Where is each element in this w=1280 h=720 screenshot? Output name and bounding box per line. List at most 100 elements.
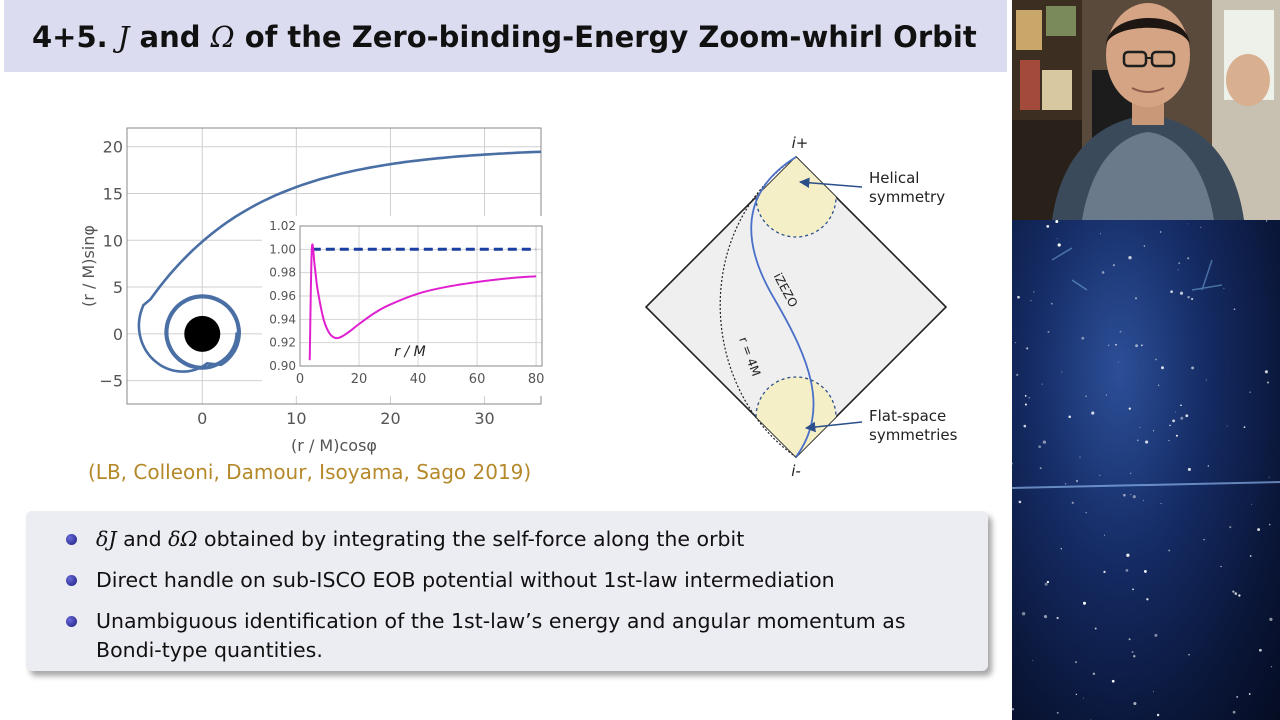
star bbox=[1032, 659, 1034, 662]
bullet-text-1: δJ and δΩ obtained by integrating the se… bbox=[96, 525, 946, 554]
star bbox=[1071, 501, 1074, 504]
bullet-item-3: Unambiguous identification of the 1st-la… bbox=[66, 607, 946, 665]
star bbox=[1188, 654, 1190, 656]
star bbox=[1190, 297, 1194, 301]
orbit-y-ticks: −5 0 5 10 15 20 bbox=[99, 138, 123, 391]
inset-y-tick-label: 1.00 bbox=[269, 242, 296, 256]
star bbox=[1085, 395, 1087, 398]
star bbox=[1107, 344, 1110, 347]
star bbox=[1220, 565, 1222, 568]
helical-label-line2: symmetry bbox=[869, 188, 945, 206]
orbit-plot: 0 10 20 30 −5 0 5 10 15 20 (r / M)cosφ (r / M)si… bbox=[79, 127, 549, 455]
star bbox=[1207, 465, 1209, 467]
star bbox=[1159, 231, 1162, 233]
inset-frame bbox=[299, 225, 543, 367]
orbit-curve bbox=[137, 150, 542, 373]
star bbox=[1012, 462, 1013, 465]
star bbox=[1185, 414, 1189, 418]
citation: (LB, Colleoni, Damour, Isoyama, Sago 201… bbox=[88, 460, 532, 484]
inset-y-tick-label: 0.98 bbox=[269, 266, 296, 280]
delta-omega-symbol: δΩ bbox=[168, 527, 198, 551]
flat-space-arc bbox=[755, 376, 837, 418]
star bbox=[1268, 476, 1270, 478]
star bbox=[1112, 264, 1115, 267]
star bbox=[1016, 373, 1019, 377]
star bbox=[1178, 262, 1181, 265]
helical-arrow bbox=[798, 177, 863, 188]
star bbox=[1041, 383, 1043, 385]
bullet-box: δJ and δΩ obtained by integrating the se… bbox=[26, 511, 988, 671]
star bbox=[1030, 300, 1032, 302]
star bbox=[1111, 679, 1115, 683]
inset-x-tick-label: 40 bbox=[410, 372, 427, 387]
star bbox=[1119, 330, 1122, 333]
star bbox=[1267, 381, 1269, 384]
star bbox=[1170, 290, 1173, 293]
black-hole bbox=[184, 315, 221, 352]
inset-x-tick-label: 20 bbox=[351, 372, 368, 387]
star bbox=[1091, 411, 1095, 415]
star bbox=[1047, 330, 1050, 333]
title-bar: 4+5. J and Ω of the Zero-binding-Energy … bbox=[4, 0, 1007, 72]
star bbox=[1143, 569, 1147, 573]
orbit-y-tick-label: 0 bbox=[113, 325, 123, 344]
star bbox=[1243, 426, 1246, 428]
bullet-item-2: Direct handle on sub-ISCO EOB potential … bbox=[66, 566, 946, 595]
flat-space-label-line2: symmetries bbox=[869, 426, 958, 444]
star bbox=[1061, 371, 1063, 373]
orbit-x-tick-label: 10 bbox=[286, 409, 306, 428]
bullet-dot-icon bbox=[66, 616, 77, 627]
star bbox=[1018, 500, 1022, 504]
orbit-y-tick-label: 15 bbox=[103, 184, 123, 203]
star bbox=[1103, 570, 1106, 574]
star bbox=[1143, 245, 1146, 247]
star bbox=[1044, 582, 1048, 586]
title-and: and bbox=[139, 20, 201, 54]
star bbox=[1021, 612, 1026, 616]
star bbox=[1187, 257, 1190, 260]
helical-arc bbox=[755, 196, 837, 238]
star bbox=[1083, 697, 1084, 699]
star bbox=[1082, 601, 1087, 605]
star bbox=[1145, 440, 1149, 444]
star bbox=[1236, 695, 1239, 698]
star bbox=[1099, 474, 1101, 476]
slide: 4+5. J and Ω of the Zero-binding-Energy … bbox=[4, 0, 1007, 671]
star bbox=[1128, 638, 1131, 641]
star bbox=[1180, 404, 1182, 407]
star bbox=[1079, 456, 1081, 458]
title-symbol-omega: Ω bbox=[210, 20, 235, 54]
star bbox=[1203, 538, 1205, 541]
star bbox=[1024, 395, 1027, 397]
star bbox=[1269, 617, 1273, 622]
title-number: 4+5. bbox=[32, 20, 108, 54]
star bbox=[1056, 238, 1058, 240]
orbit-x-tick-label: 0 bbox=[197, 409, 207, 428]
star bbox=[1046, 225, 1050, 228]
star bbox=[1085, 512, 1087, 514]
space-background bbox=[1012, 220, 1280, 720]
star bbox=[1081, 336, 1085, 340]
title-rest: of the Zero-binding-Energy Zoom-whirl Or… bbox=[244, 20, 977, 54]
bullet-1-and: and bbox=[116, 527, 169, 551]
star bbox=[1223, 287, 1225, 289]
star bbox=[1038, 445, 1042, 449]
star bbox=[1187, 467, 1191, 471]
star bbox=[1057, 243, 1061, 247]
star bbox=[1248, 693, 1251, 695]
star bbox=[1128, 256, 1132, 260]
bullet-dot-icon bbox=[66, 575, 77, 586]
orbit-x-ticks: 0 10 20 30 bbox=[197, 409, 495, 428]
star bbox=[1238, 594, 1241, 597]
star bbox=[1142, 499, 1144, 501]
bullet-text-2: Direct handle on sub-ISCO EOB potential … bbox=[96, 568, 835, 592]
star bbox=[1172, 419, 1175, 423]
delta-j-symbol: δJ bbox=[96, 527, 117, 551]
inset-background bbox=[262, 216, 549, 396]
star bbox=[1068, 415, 1071, 419]
star bbox=[1249, 555, 1252, 557]
star bbox=[1270, 666, 1273, 668]
star bbox=[1118, 361, 1119, 363]
orbit-x-label: (r / M)cosφ bbox=[291, 436, 377, 455]
bullet-text-3: Unambiguous identification of the 1st-la… bbox=[96, 609, 906, 662]
